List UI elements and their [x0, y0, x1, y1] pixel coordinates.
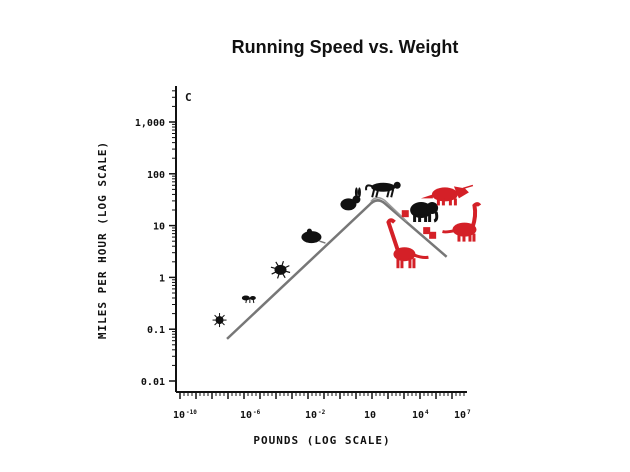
sauropod-icon [442, 202, 482, 242]
leg [462, 233, 466, 242]
brachiosaurus-icon [386, 218, 429, 269]
tail [442, 229, 455, 234]
tail [413, 253, 429, 259]
leg [219, 319, 225, 326]
leg [219, 314, 225, 321]
head [426, 202, 439, 215]
triceratops-icon [420, 184, 474, 206]
x-tick-label: 10-6 [240, 409, 261, 421]
leg [408, 258, 412, 269]
leg [214, 314, 220, 321]
leg [280, 269, 291, 274]
x-tick-label: 10-2 [305, 409, 326, 421]
y-tick-label: 1 [159, 273, 165, 284]
leg [457, 233, 461, 242]
square-marker [423, 227, 431, 235]
square [401, 210, 409, 218]
leg [280, 265, 290, 271]
panel-label: C [185, 91, 192, 104]
leg [271, 269, 281, 275]
x-tick-label: 10-10 [173, 409, 197, 421]
leg [275, 261, 282, 271]
y-tick-label: 100 [147, 170, 165, 181]
x-tick-label: 107 [454, 409, 471, 421]
spider-icon [270, 261, 291, 279]
trend-curve-band [370, 196, 408, 222]
trunk [433, 211, 439, 223]
leg [428, 214, 432, 223]
square-marker [429, 231, 437, 239]
leg [412, 258, 416, 269]
body [340, 198, 357, 211]
ear [354, 187, 358, 198]
leg [424, 214, 428, 223]
body [301, 231, 322, 244]
y-tick-label: 10 [153, 222, 165, 233]
leg [400, 258, 404, 269]
leg [279, 261, 285, 271]
x-tick-label: 104 [412, 409, 429, 421]
leg [472, 233, 476, 242]
leg [441, 198, 445, 206]
chart-title: Running Speed vs. Weight [232, 37, 459, 57]
leg [375, 189, 380, 198]
head [393, 181, 401, 189]
ear [357, 187, 361, 198]
leg [396, 258, 400, 269]
x-axis-label: POUNDS (LOG SCALE) [253, 434, 390, 447]
neck [386, 218, 401, 253]
mouse-icon [301, 228, 326, 244]
axes: 0.01 0.1 1 10 100 1,000 10-10 10-6 10-2 10 104 107 [135, 86, 471, 421]
body [241, 295, 250, 301]
leg [252, 297, 255, 304]
trend-curve [226, 199, 448, 340]
marks [212, 181, 482, 340]
leg [418, 214, 422, 223]
leg [413, 214, 417, 223]
x-tick-label: 10 [364, 410, 376, 421]
square [423, 227, 431, 235]
leg [436, 198, 440, 206]
leg [386, 189, 391, 198]
leg [279, 269, 286, 279]
leg [214, 319, 220, 326]
tail [319, 240, 326, 244]
y-tick-label: 0.01 [141, 377, 165, 388]
leg [276, 269, 282, 279]
ear [306, 228, 312, 234]
neck [470, 202, 482, 229]
leg [371, 189, 376, 198]
square [429, 231, 437, 239]
tail [420, 194, 433, 199]
horn [462, 184, 474, 190]
elephant-icon [410, 202, 439, 223]
head [453, 186, 469, 199]
body [431, 187, 458, 202]
head [352, 195, 361, 204]
leg [390, 189, 395, 198]
y-tick-label: 1,000 [135, 118, 165, 129]
y-tick-label: 0.1 [147, 325, 165, 336]
mite-icon [212, 313, 227, 328]
leg [245, 297, 248, 304]
leg [468, 233, 472, 242]
cheetah-icon [365, 181, 401, 198]
y-axis-label: MILES PER HOUR (LOG SCALE) [96, 141, 109, 339]
square-marker [401, 210, 409, 218]
tail [365, 184, 373, 191]
leg [270, 266, 281, 271]
body [452, 222, 477, 237]
leg [448, 198, 452, 206]
rabbit-icon [340, 187, 361, 211]
leg [453, 198, 457, 206]
ant-icon [241, 295, 256, 304]
